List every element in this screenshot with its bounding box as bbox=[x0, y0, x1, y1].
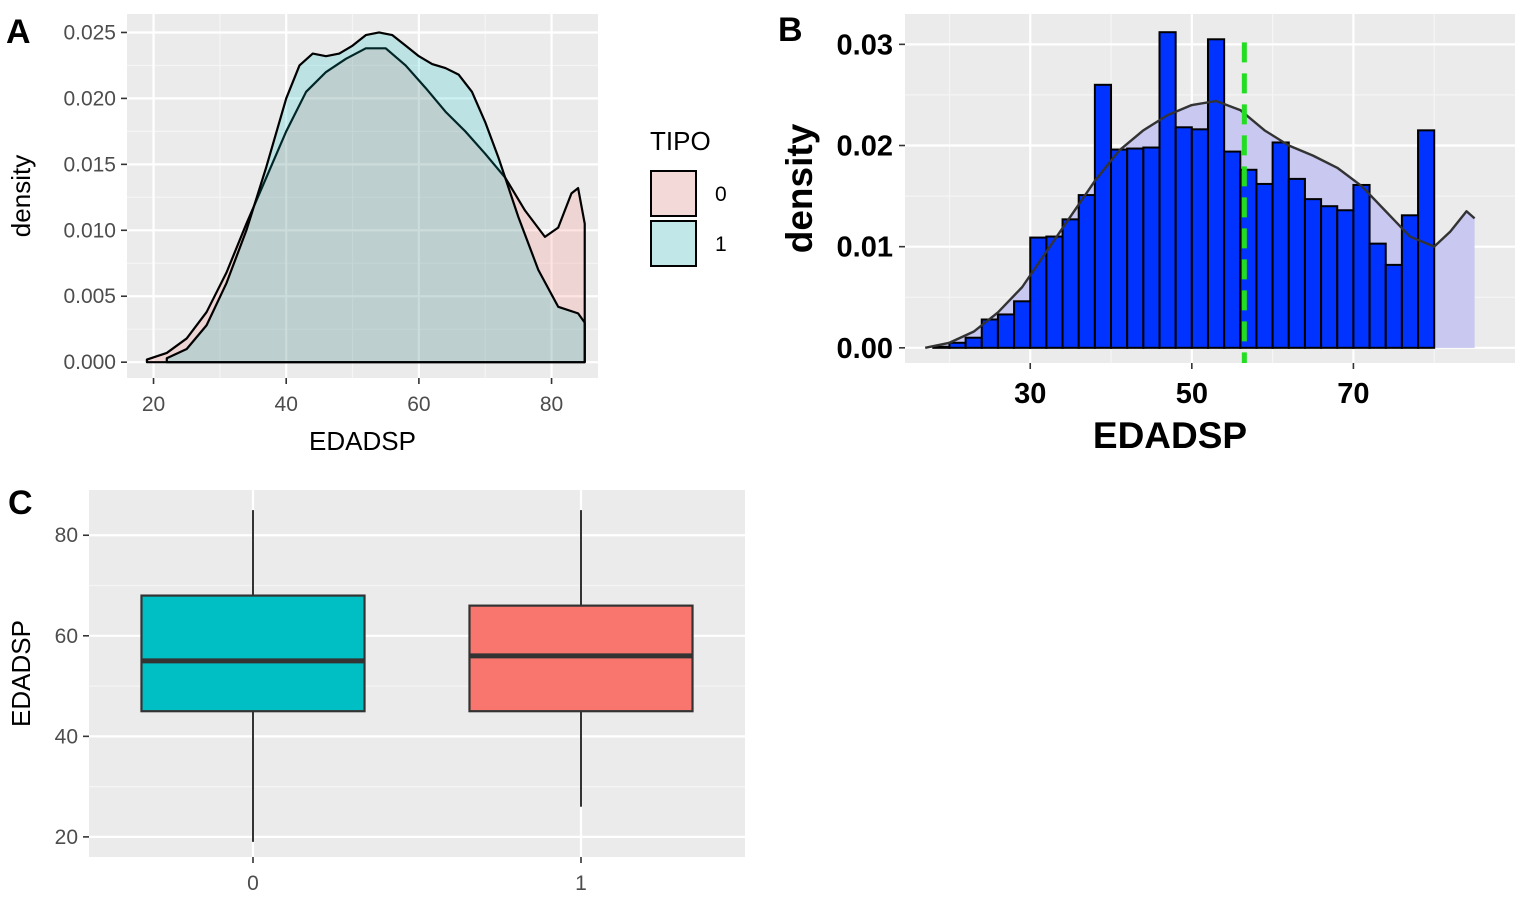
histogram-bar bbox=[932, 345, 951, 349]
histogram-bar bbox=[1190, 128, 1209, 349]
y-tick-label: 0.020 bbox=[63, 87, 116, 110]
x-tick-label: 80 bbox=[540, 393, 563, 416]
legend-label-0: 0 bbox=[715, 183, 727, 206]
histogram-bar bbox=[1417, 129, 1436, 349]
legend-label-1: 1 bbox=[715, 233, 727, 256]
y-tick-label: 0.005 bbox=[63, 285, 116, 308]
histogram-bar bbox=[996, 313, 1016, 349]
histogram-bar bbox=[964, 336, 983, 349]
density-area-tipo-0 bbox=[145, 47, 586, 364]
histogram-bar bbox=[1126, 147, 1145, 349]
histogram-bar bbox=[1045, 235, 1064, 349]
y-tick-label: 40 bbox=[55, 725, 78, 748]
histogram-bar bbox=[1158, 31, 1177, 349]
histogram-bar bbox=[1110, 148, 1129, 349]
density-area-tipo-1 bbox=[165, 31, 586, 364]
histogram-bar bbox=[1061, 218, 1080, 349]
x-tick-label: 20 bbox=[142, 393, 165, 416]
histogram-bar bbox=[1352, 183, 1371, 349]
legend-key-0 bbox=[650, 170, 697, 217]
y-axis-title: density bbox=[779, 123, 820, 253]
histogram-bar bbox=[1013, 300, 1032, 349]
x-tick-label: 30 bbox=[1014, 378, 1046, 410]
density-line bbox=[924, 99, 1476, 350]
x-tick-label: 1 bbox=[575, 872, 587, 895]
y-tick-label: 0.010 bbox=[63, 219, 116, 242]
histogram-bar bbox=[1093, 83, 1113, 349]
y-axis-title: EDADSP bbox=[6, 620, 36, 727]
histogram-bar bbox=[1206, 38, 1226, 349]
histogram-bar bbox=[1368, 242, 1387, 349]
x-axis-title: EDADSP bbox=[1093, 415, 1247, 456]
panel-letter-b: B bbox=[778, 11, 803, 49]
histogram-bar bbox=[1077, 194, 1096, 349]
panel-letter-c: C bbox=[8, 484, 33, 522]
y-tick-label: 0.03 bbox=[837, 29, 893, 61]
histogram-bar bbox=[1174, 126, 1193, 349]
plot-background bbox=[127, 14, 598, 378]
density-plot-panel-a: 20 40 60 80 0.000 0.005 0.010 0.015 0.020 0.025 ED… bbox=[6, 14, 727, 456]
boxplot-panel-c: 20 40 60 80 0 1 EDADSP bbox=[6, 490, 745, 895]
y-axis-title: density bbox=[6, 155, 36, 237]
histogram-bar bbox=[1320, 205, 1339, 349]
histogram-bar bbox=[1336, 209, 1355, 349]
x-tick-label: 60 bbox=[407, 393, 430, 416]
legend-title: TIPO bbox=[650, 126, 711, 156]
x-tick-label: 50 bbox=[1176, 378, 1208, 410]
histogram-bar bbox=[1255, 182, 1274, 349]
histogram-bar bbox=[1142, 146, 1161, 349]
y-tick-label: 20 bbox=[55, 826, 78, 849]
histogram-bar bbox=[1287, 177, 1306, 349]
y-tick-label: 0.01 bbox=[837, 232, 893, 264]
y-tick-label: 80 bbox=[55, 524, 78, 547]
x-axis-title: EDADSP bbox=[309, 426, 416, 456]
histogram-bar bbox=[1223, 150, 1242, 349]
histogram-panel-b: 30 50 70 0.00 0.01 0.02 0.03 EDADSP density bbox=[779, 14, 1515, 456]
histogram-bar bbox=[1384, 263, 1403, 349]
legend-key-background bbox=[650, 170, 697, 217]
legend-key-background bbox=[650, 220, 697, 267]
x-tick-label: 0 bbox=[247, 872, 259, 895]
x-tick-label: 40 bbox=[275, 393, 298, 416]
x-tick-label: 70 bbox=[1337, 378, 1369, 410]
box-0 bbox=[140, 594, 366, 713]
histogram-bar bbox=[1239, 168, 1258, 349]
y-tick-label: 0.015 bbox=[63, 153, 116, 176]
legend-key-1 bbox=[650, 220, 697, 267]
histogram-bar bbox=[948, 341, 967, 349]
panel-letter-a: A bbox=[6, 13, 31, 51]
y-tick-label: 0.02 bbox=[837, 131, 893, 163]
y-tick-label: 0.00 bbox=[837, 333, 893, 365]
histogram-bar bbox=[1303, 198, 1323, 349]
histogram-bar bbox=[1271, 141, 1290, 349]
box-1 bbox=[468, 604, 694, 713]
y-tick-label: 60 bbox=[55, 625, 78, 648]
y-tick-label: 0.000 bbox=[63, 351, 116, 374]
y-tick-label: 0.025 bbox=[63, 21, 116, 44]
